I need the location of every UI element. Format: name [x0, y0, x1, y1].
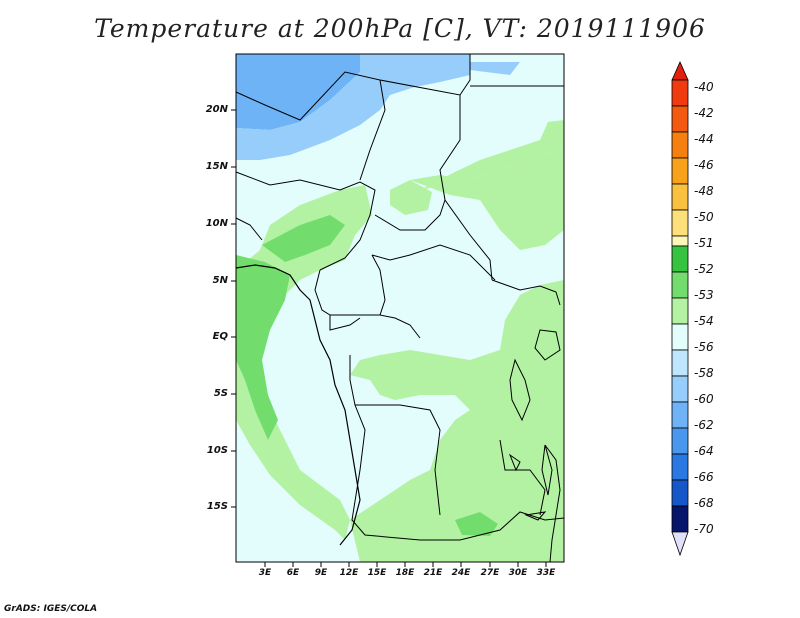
chart-title: Temperature at 200hPa [C], VT: 201911190…: [94, 14, 706, 43]
colorbar-label: -66: [694, 470, 714, 484]
colorbar-label: -56: [694, 340, 714, 354]
lon-ticks: [264, 562, 547, 567]
coastline: [235, 264, 361, 546]
colorbar-label: -60: [694, 392, 714, 406]
colorbar-label: -52: [694, 262, 714, 276]
colorbar-swatch-18: [671, 505, 689, 533]
lat-label-15s: 15S: [206, 501, 228, 512]
colorbar-swatch-15: [671, 427, 689, 455]
warm-region-north: [420, 120, 564, 190]
lon-label-3e: 3E: [258, 568, 272, 578]
colorbar-swatch-2: [671, 105, 689, 133]
colorbar-swatch-4: [671, 157, 689, 185]
lon-label-24e: 24E: [451, 568, 471, 578]
warm-region-mid: [390, 180, 432, 215]
lon-label-30e: 30E: [508, 568, 528, 578]
lat-label-5n: 5N: [212, 275, 228, 286]
colorbar-swatch-5: [671, 183, 689, 211]
cold-region-blob: [380, 62, 470, 90]
cold-region-dark: [236, 54, 360, 130]
colorbar-bottom-arrow: [671, 531, 689, 557]
lon-label-18e: 18E: [395, 568, 415, 578]
colorbar-swatch-10: [671, 297, 689, 325]
lat-label-eq: EQ: [212, 331, 228, 342]
lat-label-20n: 20N: [205, 104, 228, 115]
colorbar-label: -54: [694, 314, 714, 328]
colorbar-label: -40: [694, 80, 714, 94]
colorbar-label: -62: [694, 418, 714, 432]
lon-label-33e: 33E: [536, 568, 556, 578]
lat-label-10n: 10N: [205, 218, 228, 229]
mid-green-north: [262, 215, 345, 262]
lat-label-10s: 10S: [206, 445, 228, 456]
colorbar-swatch-13: [671, 375, 689, 403]
colorbar-swatch-9: [671, 271, 689, 299]
grads-credit: GrADS: IGES/COLA: [4, 604, 98, 614]
lon-label-6e: 6E: [286, 568, 300, 578]
colorbar: [671, 61, 689, 557]
colorbar-label: -48: [694, 184, 714, 198]
colorbar-swatch-3: [671, 131, 689, 159]
colorbar-label: -42: [694, 106, 714, 120]
lakes: [508, 329, 561, 521]
colorbar-label: -46: [694, 158, 714, 172]
colorbar-swatch-6: [671, 209, 689, 237]
colorbar-top-arrow: [671, 61, 689, 81]
lon-label-12e: 12E: [339, 568, 359, 578]
mid-green-coast: [236, 255, 290, 440]
colorbar-label: -44: [694, 132, 714, 146]
cold-region-light: [236, 54, 520, 160]
colorbar-swatch-12: [671, 349, 689, 377]
colorbar-label: -53: [694, 288, 714, 302]
colorbar-label: -51: [694, 236, 714, 250]
colorbar-label: -50: [694, 210, 714, 224]
colorbar-swatch-16: [671, 453, 689, 481]
colorbar-swatch-14: [671, 401, 689, 429]
colorbar-swatch-8: [671, 245, 689, 273]
lat-label-5s: 5S: [213, 388, 228, 399]
map-frame: [235, 53, 565, 563]
colorbar-swatch-17: [671, 479, 689, 507]
lon-label-15e: 15E: [367, 568, 387, 578]
lon-label-9e: 9E: [314, 568, 328, 578]
lon-label-21e: 21E: [423, 568, 443, 578]
colorbar-swatch-1: [671, 79, 689, 107]
lon-label-27e: 27E: [480, 568, 500, 578]
mid-green-south: [455, 512, 498, 536]
lat-label-15n: 15N: [205, 161, 228, 172]
lat-ticks: [231, 109, 236, 508]
colorbar-swatch-7: [671, 235, 689, 247]
colorbar-label: -68: [694, 496, 714, 510]
colorbar-label: -58: [694, 366, 714, 380]
country-borders: [235, 54, 565, 563]
colorbar-label: -64: [694, 444, 714, 458]
colorbar-swatch-11: [671, 323, 689, 351]
warm-region-east: [350, 150, 564, 562]
colorbar-label: -70: [694, 522, 714, 536]
